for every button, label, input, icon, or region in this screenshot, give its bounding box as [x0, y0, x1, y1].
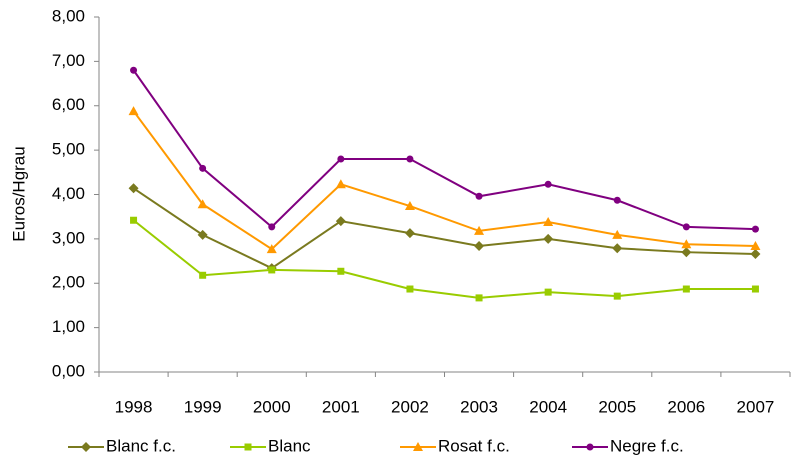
x-tick-label: 2002	[391, 397, 429, 416]
data-point	[404, 228, 415, 239]
data-point	[544, 180, 552, 188]
x-tick-label: 2006	[667, 397, 705, 416]
data-point	[613, 292, 621, 300]
data-point	[268, 223, 276, 231]
data-point	[474, 240, 485, 251]
x-tick-label: 2000	[253, 397, 291, 416]
data-point	[750, 248, 761, 259]
data-point	[612, 229, 623, 239]
data-point	[199, 271, 207, 279]
series-line	[132, 69, 756, 231]
data-point	[681, 247, 692, 258]
legend-label: Rosat f.c.	[438, 436, 510, 455]
data-point	[335, 216, 346, 227]
data-point	[682, 285, 690, 293]
data-point	[266, 244, 277, 254]
data-point	[335, 179, 346, 189]
legend-marker	[81, 442, 91, 452]
data-point	[612, 243, 623, 254]
data-point	[406, 285, 414, 293]
y-tick-label: 6,00	[52, 95, 85, 114]
data-point	[130, 216, 138, 224]
legend-label: Blanc	[268, 436, 311, 455]
y-tick-label: 4,00	[52, 184, 85, 203]
y-tick-label: 2,00	[52, 273, 85, 292]
data-point	[751, 225, 759, 233]
x-tick-label: 2007	[737, 397, 775, 416]
y-tick-label: 0,00	[52, 361, 85, 380]
y-tick-label: 5,00	[52, 140, 85, 159]
data-point	[543, 233, 554, 244]
data-point	[544, 288, 552, 296]
y-tick-label: 3,00	[52, 228, 85, 247]
legend-marker	[586, 443, 594, 451]
y-tick-label: 8,00	[52, 6, 85, 25]
legend-label: Negre f.c.	[610, 436, 684, 455]
y-tick-label: 1,00	[52, 317, 85, 336]
data-point	[750, 240, 761, 250]
data-point	[337, 267, 345, 275]
x-tick-label: 2004	[529, 397, 567, 416]
x-tick-label: 2003	[460, 397, 498, 416]
data-point	[337, 155, 345, 163]
series-line	[132, 219, 756, 299]
x-tick-label: 2001	[322, 397, 360, 416]
data-point	[475, 192, 483, 200]
data-point	[475, 294, 483, 302]
data-point	[404, 201, 415, 211]
y-tick-label: 7,00	[52, 51, 85, 70]
data-point	[751, 285, 759, 293]
data-point	[197, 199, 208, 209]
series-line	[132, 187, 756, 270]
data-point	[474, 225, 485, 235]
data-point	[406, 155, 414, 163]
data-point	[613, 196, 621, 204]
data-point	[128, 183, 139, 194]
data-point	[682, 223, 690, 231]
data-point	[268, 266, 276, 274]
x-tick-label: 2005	[598, 397, 636, 416]
data-point	[197, 229, 208, 240]
data-point	[128, 106, 139, 116]
data-point	[130, 66, 138, 74]
x-tick-label: 1998	[115, 397, 153, 416]
legend-marker	[413, 442, 423, 451]
data-point	[199, 164, 207, 172]
legend-marker	[244, 443, 252, 451]
x-tick-label: 1999	[184, 397, 222, 416]
y-axis-label: Euros/Hgrau	[9, 146, 28, 241]
data-point	[681, 239, 692, 249]
series-line	[132, 110, 756, 251]
legend-label: Blanc f.c.	[106, 436, 176, 455]
data-point	[543, 217, 554, 227]
